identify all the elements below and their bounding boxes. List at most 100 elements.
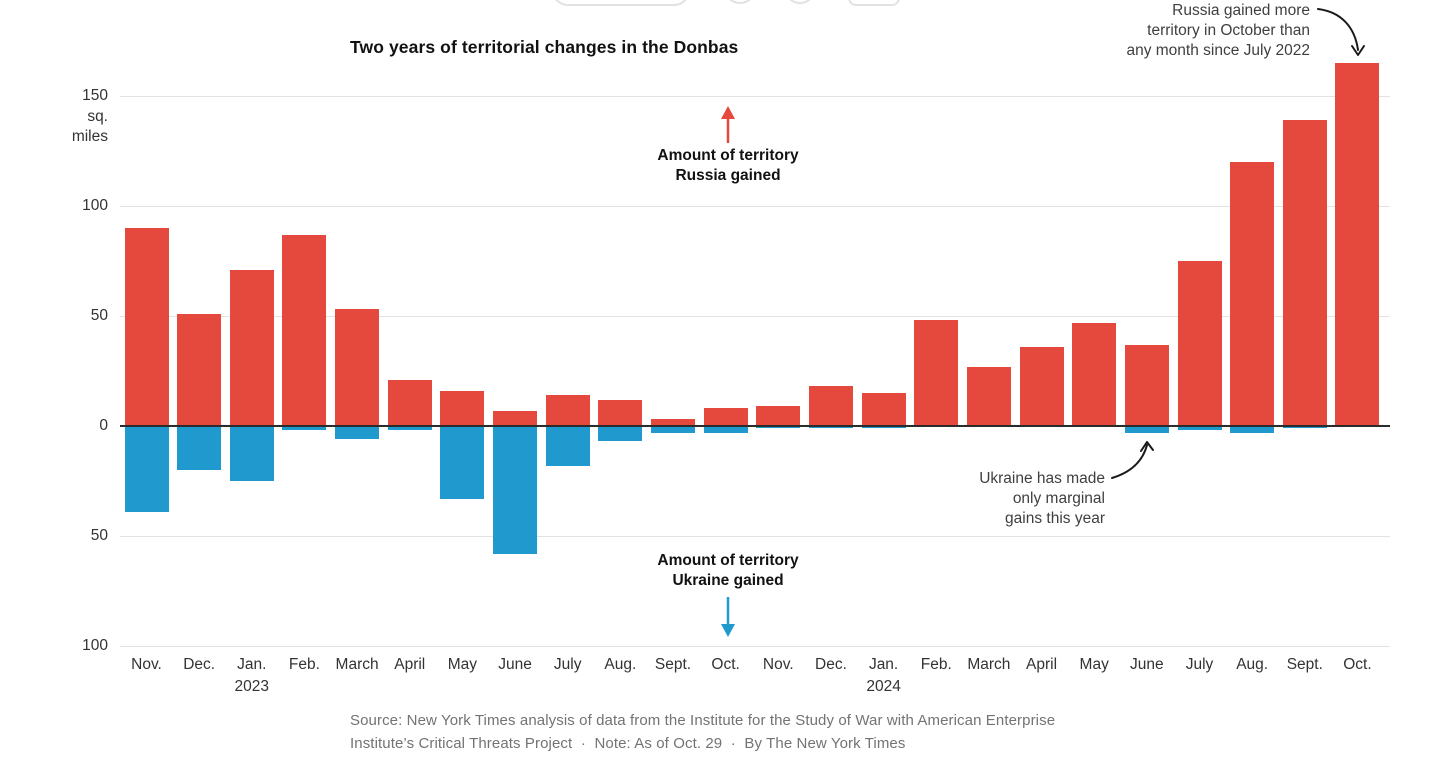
ukraine-bar [1177,426,1222,431]
ukraine-bar [335,426,380,440]
x-tick-label: July [1185,656,1214,673]
y-tick-label: 50 [90,527,108,544]
x-tick-label: Nov. [131,656,162,673]
ukraine-annotation: Ukraine has made only marginal gains thi… [905,469,1105,529]
russia-bar [1282,120,1327,426]
october-arrow [1317,8,1365,56]
ukraine-bar [703,426,748,433]
x-tick-label: June [1130,656,1164,673]
ukraine-series-label-line1: Amount of territory [657,552,799,569]
x-tick-label: April [1026,656,1058,673]
ukraine-bar [545,426,590,466]
russia-bar [493,410,538,426]
ukraine-series-label-line2: Ukraine gained [672,572,784,589]
y-tick-label: 150 [82,87,108,104]
ukraine-bar [756,426,801,429]
russia-bar [914,320,959,426]
source-text-line1: Source: New York Times analysis of data … [350,712,1056,729]
russia-bar [1124,344,1169,426]
ukraine-bar [598,426,643,442]
x-tick-label: April [394,656,426,673]
x-tick-label: Aug. [604,656,637,673]
russia-bar [1335,63,1380,426]
ukraine-bar [1230,426,1275,433]
russia-bar [387,379,432,426]
ukraine-series-label: Amount of territory Ukraine gained [608,551,848,591]
x-tick-label: Aug. [1236,656,1269,673]
x-tick-label: Oct. [711,656,740,673]
russia-bar [1072,322,1117,426]
russia-bar [229,269,274,426]
russia-bar [177,313,222,426]
cropped-circle-button-1[interactable] [724,0,756,4]
x-tick-label: May [447,656,478,673]
russia-bar [440,390,485,426]
ukraine-bar [651,426,695,433]
russia-series-label: Amount of territory Russia gained [608,146,848,186]
x-tick-label: Jan. [237,656,267,673]
x-tick-label: Dec. [183,656,216,673]
ukraine-annotation-line2: only marginal [1012,490,1105,507]
russia-bar [1177,261,1222,426]
russia-bar [808,386,853,426]
russia-bar [756,406,801,426]
x-tick-label: Nov. [762,656,794,673]
russia-bar [703,408,748,426]
ukraine-bar [387,426,432,431]
october-annotation-line1: Russia gained more [1172,2,1310,19]
x-tick-year-label: 2023 [234,678,270,695]
ukraine-annotation-line1: Ukraine has made [979,470,1105,487]
y-tick-label: 50 [90,307,108,324]
russia-bar [598,399,643,426]
russia-bar [124,228,169,426]
gridline-150 [120,96,1390,97]
ukraine-bar [808,426,853,429]
ukraine-bar [440,426,485,499]
russia-series-label-line1: Amount of territory [657,147,799,164]
gridline-100-below [120,646,1390,647]
x-tick-label: March [335,656,379,673]
cropped-circle-button-2[interactable] [784,0,816,4]
russia-bar [282,234,327,426]
russia-bar [545,395,590,426]
y-tick-label: 100 [82,197,108,214]
x-tick-label: March [967,656,1011,673]
ukraine-bar [229,426,274,481]
ukraine-bar [177,426,222,470]
x-tick-label: July [553,656,582,673]
x-tick-label: Sept. [654,656,692,673]
zero-baseline [120,425,1390,427]
cropped-square-button[interactable] [848,0,900,6]
russia-bar [966,366,1011,426]
gridline-100 [120,206,1390,207]
x-tick-label: May [1079,656,1109,673]
russia-bar [335,309,380,426]
gridline-50 [120,316,1390,317]
russia-bar [1019,346,1064,426]
russia-up-arrow [721,106,735,143]
october-annotation: Russia gained more territory in October … [1010,1,1310,61]
y-tick-label: 100 [82,637,108,654]
ukraine-bar [1124,426,1169,433]
x-tick-label: Feb. [288,656,320,673]
x-tick-label: Jan. [868,656,899,673]
october-annotation-line2: territory in October than [1147,22,1310,39]
ukraine-bar [493,426,538,554]
ukraine-bar [124,426,169,512]
x-tick-label: Dec. [815,656,847,673]
ukraine-bar [1282,426,1327,429]
russia-bar [651,419,695,426]
x-tick-label: Sept. [1286,656,1323,673]
russia-bar [861,393,906,426]
y-axis-unit-line2: miles [71,128,108,145]
chart-title: Two years of territorial changes in the … [350,37,739,57]
cropped-pill-button[interactable] [552,0,690,6]
source-text-line2: Institute’s Critical Threats Project · N… [350,735,906,752]
x-tick-label: June [498,656,532,673]
october-annotation-line3: any month since July 2022 [1126,42,1310,59]
ukraine-bar [282,426,327,431]
ukraine-down-arrow [721,597,735,637]
ukraine-gains-arrow [1111,441,1154,479]
russia-series-label-line2: Russia gained [675,167,781,184]
